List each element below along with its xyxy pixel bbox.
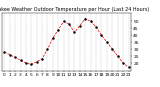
Title: Milwaukee Weather Outdoor Temperature per Hour (Last 24 Hours): Milwaukee Weather Outdoor Temperature pe… xyxy=(0,7,149,12)
